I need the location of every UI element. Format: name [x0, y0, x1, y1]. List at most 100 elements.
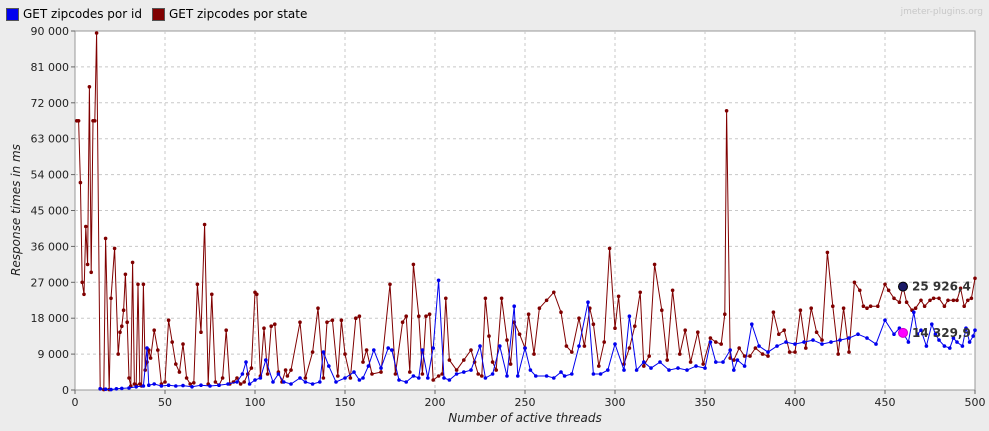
data-point [181, 342, 185, 346]
data-point [634, 368, 639, 372]
data-point [694, 364, 698, 368]
data-point [787, 350, 792, 354]
data-point [928, 298, 932, 303]
data-point [366, 364, 371, 368]
data-point [499, 296, 504, 301]
data-point [627, 314, 632, 319]
data-point [125, 320, 129, 325]
x-tick-label: 150 [335, 396, 356, 409]
data-point [298, 320, 302, 325]
data-point [658, 360, 662, 364]
data-point [238, 382, 243, 386]
data-point [370, 372, 374, 376]
data-point [480, 374, 484, 378]
data-point [118, 330, 122, 335]
legend: GET zipcodes por id GET zipcodes por sta… [6, 6, 317, 22]
data-point [372, 348, 376, 352]
data-point [310, 350, 315, 354]
x-tick-label: 50 [158, 396, 172, 409]
data-point [343, 352, 347, 356]
y-axis-ticks: 0 9 000 18 000 27 000 36 000 45 000 54 000 63 0… [31, 25, 75, 397]
data-point [170, 340, 174, 344]
data-point [181, 383, 185, 388]
data-point [856, 332, 860, 337]
data-point [264, 358, 268, 362]
data-point [820, 342, 824, 346]
data-point [544, 298, 549, 303]
data-point [892, 332, 896, 337]
data-point [967, 340, 972, 344]
legend-swatch-id [6, 7, 19, 21]
data-point [431, 378, 436, 382]
data-point [411, 374, 416, 378]
data-point [721, 360, 725, 364]
data-point [163, 380, 167, 384]
data-point [676, 366, 680, 370]
data-point [930, 322, 934, 327]
data-point [454, 372, 459, 376]
data-point [87, 85, 92, 89]
data-point [883, 318, 887, 323]
data-point [361, 376, 365, 380]
data-point [591, 322, 596, 327]
data-point [627, 346, 632, 350]
data-point [948, 346, 952, 350]
data-point [364, 348, 369, 352]
data-point [570, 372, 574, 376]
data-point [199, 383, 203, 388]
data-point [141, 282, 146, 287]
data-point [591, 372, 596, 376]
data-point [210, 292, 214, 297]
data-point [159, 384, 164, 388]
data-point [202, 222, 207, 227]
data-point [757, 344, 761, 348]
data-point [937, 338, 941, 342]
data-point [98, 387, 102, 391]
data-point [283, 368, 288, 372]
data-point [784, 340, 788, 344]
data-point [357, 314, 362, 319]
data-point [235, 376, 239, 380]
legend-label-id: GET zipcodes por id [23, 7, 142, 21]
data-point [258, 376, 263, 380]
data-point [523, 346, 527, 350]
data-point [552, 290, 556, 295]
data-point [613, 342, 617, 346]
data-point [156, 348, 160, 352]
data-point [528, 368, 533, 372]
data-point [534, 374, 538, 378]
data-point [678, 352, 682, 356]
data-point [444, 296, 448, 301]
data-point [858, 288, 862, 293]
y-tick-label: 81 000 [31, 61, 70, 74]
data-point [192, 381, 196, 385]
data-point [505, 338, 509, 342]
x-tick-label: 350 [695, 396, 716, 409]
data-point [897, 300, 902, 305]
data-point [343, 376, 347, 380]
data-point [748, 354, 752, 358]
data-point [942, 344, 947, 348]
data-point [120, 324, 124, 329]
data-point [174, 384, 178, 388]
data-point [276, 372, 281, 376]
data-point [701, 362, 705, 366]
data-point [598, 372, 603, 376]
hover-value-state: 25 926,4 [912, 280, 971, 294]
data-point [955, 340, 959, 344]
data-point [393, 372, 398, 376]
data-point [321, 376, 326, 380]
data-point [904, 300, 909, 305]
data-point [436, 278, 441, 283]
data-point [240, 372, 245, 376]
y-tick-label: 18 000 [31, 312, 70, 325]
y-tick-label: 63 000 [31, 133, 70, 146]
x-tick-label: 500 [965, 396, 986, 409]
data-point [771, 310, 776, 315]
data-point [883, 282, 887, 287]
data-point [760, 352, 765, 356]
data-point [361, 360, 365, 364]
data-point [649, 366, 653, 370]
data-point [802, 340, 806, 344]
data-point [606, 368, 610, 372]
